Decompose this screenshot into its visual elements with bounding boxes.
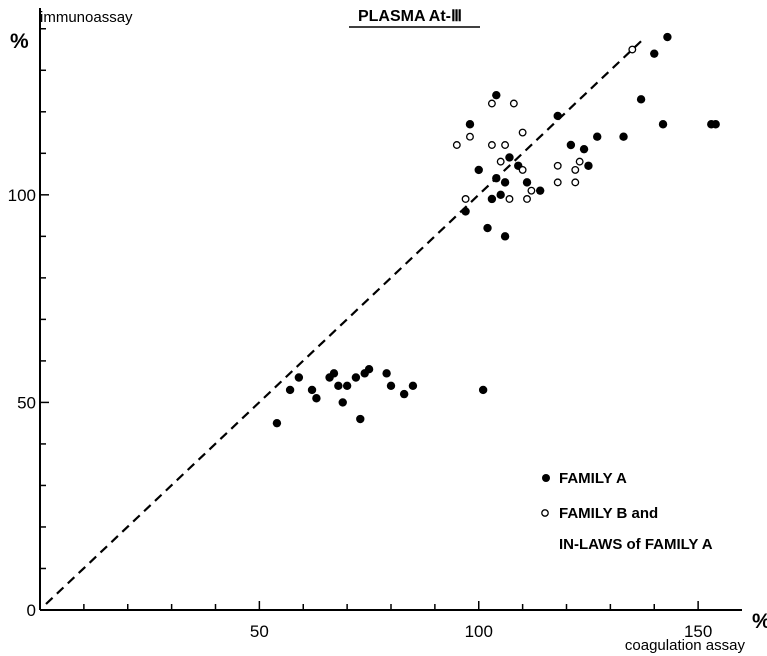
y-axis-title: immunoassay (40, 9, 133, 26)
family-a-point-6 (329, 369, 339, 378)
x-axis-title: coagulation assay (625, 637, 746, 654)
family-a-point-17 (408, 381, 418, 391)
family-a-point-42 (663, 32, 672, 42)
x-tick-label-100: 100 (465, 622, 493, 641)
family-a-point-36 (584, 161, 593, 170)
family-b-point-4 (487, 99, 496, 108)
family-a-point-10 (351, 373, 361, 382)
y-tick-label-0: 0 (27, 601, 36, 620)
y-axis-unit: % (10, 30, 29, 53)
family-a-point-21 (474, 165, 483, 175)
family-b-point-11 (523, 195, 531, 203)
family-a-point-14 (382, 369, 391, 378)
family-a-point-15 (386, 381, 396, 391)
family-b-point-1 (461, 195, 470, 203)
family-b-point-7 (505, 195, 514, 203)
family-a-point-44 (711, 120, 720, 129)
family-a-point-4 (312, 394, 321, 403)
family-b-point-5 (496, 157, 505, 166)
family-a-point-13 (364, 365, 374, 374)
x-tick-label-50: 50 (250, 622, 269, 641)
family-a-point-23 (487, 194, 497, 204)
y-tick-label-100: 100 (8, 186, 36, 205)
family-b-point-3 (487, 141, 496, 149)
family-a-point-32 (535, 186, 545, 195)
family-a-point-0 (272, 418, 282, 428)
legend-label-family-a: FAMILY A (559, 470, 627, 487)
family-a-point-35 (579, 144, 589, 154)
family-b-point-8 (509, 99, 518, 108)
family-b-point-17 (575, 157, 584, 166)
family-a-point-8 (338, 398, 347, 407)
family-b-point-18 (628, 45, 637, 54)
family-a-point-38 (619, 132, 628, 141)
family-a-point-7 (334, 381, 343, 391)
family-a-point-9 (342, 381, 352, 391)
family-b-point-9 (518, 165, 527, 174)
diagonal-reference-line (45, 40, 642, 605)
legend: FAMILY A FAMILY B and IN-LAWS of FAMILY A (541, 470, 713, 553)
family-b-point-0 (452, 141, 461, 149)
chart-title: PLASMA At-Ⅲ (358, 8, 462, 25)
family-a-point-34 (566, 140, 576, 150)
axis-ticks: 50 100 150 0 50 100 (8, 28, 712, 641)
family-a-point-1 (285, 385, 295, 395)
family-a-point-18 (478, 385, 488, 395)
x-tick-label-150: 150 (684, 622, 712, 641)
family-a-point-33 (553, 111, 562, 121)
family-b-point-10 (518, 128, 527, 137)
legend-marker-family-b (541, 509, 549, 517)
legend-label-family-b-line1: FAMILY B and (559, 505, 658, 522)
family-a-point-29 (505, 153, 514, 162)
family-b-point-12 (527, 186, 536, 195)
family-a-point-19 (461, 207, 470, 216)
family-b-point-16 (571, 165, 580, 174)
family-a-point-20 (465, 120, 475, 129)
family-a-point-28 (500, 232, 510, 241)
family-b-point-6 (501, 141, 510, 149)
x-axis-unit: % (752, 610, 767, 633)
family-b-point-15 (571, 178, 580, 187)
y-tick-label-50: 50 (17, 393, 36, 412)
legend-marker-family-a (542, 474, 550, 482)
family-a-point-26 (496, 190, 505, 200)
family-a-point-27 (500, 178, 510, 187)
family-a-point-11 (356, 414, 365, 424)
family-b-point-14 (553, 178, 562, 187)
family-a-point-39 (636, 95, 646, 104)
family-b-point-13 (553, 161, 562, 170)
family-b-point-2 (466, 132, 474, 141)
family-a-point-2 (294, 373, 304, 382)
family-a-point-25 (492, 90, 501, 100)
data-points (272, 32, 720, 428)
family-a-point-3 (307, 385, 317, 395)
family-a-point-16 (399, 389, 409, 399)
family-a-point-40 (650, 49, 659, 58)
family-a-point-31 (522, 178, 532, 187)
legend-label-family-b-line2: IN-LAWS of FAMILY A (559, 536, 713, 553)
family-a-point-24 (492, 174, 501, 183)
family-a-point-22 (483, 223, 492, 233)
family-a-point-41 (658, 120, 668, 129)
family-a-point-37 (593, 132, 602, 141)
